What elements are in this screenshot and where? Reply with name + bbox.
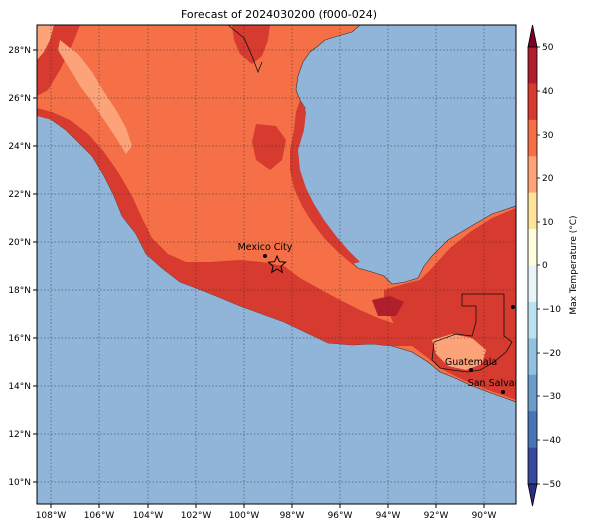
colorbar	[527, 24, 540, 507]
x-tick-label: 96°W	[328, 511, 353, 521]
hot-zone-gulf-coast	[290, 100, 360, 264]
y-tick-label: 12°N	[8, 430, 31, 440]
city-label-guatemala: Guatemala	[445, 357, 497, 368]
x-tick-label: 92°W	[424, 511, 449, 521]
cool-zone-guatemala-highlands	[432, 334, 486, 370]
x-axis-labels: 108°W 106°W 104°W 102°W 100°W 98°W 96°W …	[36, 511, 497, 521]
us-mexico-border	[227, 25, 263, 74]
y-tick-label: 24°N	[8, 142, 31, 152]
city-dot-edge	[511, 305, 515, 309]
y-tick-label: 26°N	[8, 94, 31, 104]
y-tick-label: 14°N	[8, 382, 31, 392]
colorbar-band	[528, 119, 537, 157]
colorbar-extend-min	[527, 483, 538, 507]
hot-zone-central-patch	[252, 124, 286, 170]
colorbar-band	[528, 156, 537, 193]
cool-zone-sierra-madre	[58, 40, 132, 154]
city-label-mexico-city: Mexico City	[238, 242, 293, 253]
x-tick-label: 102°W	[181, 511, 212, 521]
y-tick-label: 20°N	[8, 238, 31, 248]
x-tick-label: 94°W	[376, 511, 401, 521]
hot-zone-northeast	[232, 25, 270, 64]
colorbar-tick-label: 40	[542, 87, 554, 97]
colorbar-band	[528, 83, 537, 121]
map-frame	[36, 24, 517, 505]
colorbar-tick-label: −20	[542, 349, 561, 359]
map-panel: Mexico City Guatemala San Salvador	[37, 25, 531, 504]
map-gridlines	[37, 25, 516, 504]
colorbar-band	[528, 301, 537, 339]
hot-zone-pacific-coast	[37, 108, 436, 346]
x-tick-label: 90°W	[472, 511, 497, 521]
colorbar-tick-label: 0	[542, 261, 548, 271]
x-tick-label: 100°W	[229, 511, 260, 521]
colorbar-band	[528, 229, 537, 266]
colorbar-tick-label: −30	[542, 392, 561, 402]
city-label-san-salvador: San Salvador	[468, 378, 531, 389]
y-tick-label: 28°N	[8, 46, 31, 56]
colorbar-ticks: 50 40 30 20 10 0 −10 −20 −30 −40 −50	[542, 43, 561, 490]
colorbar-tick-label: −40	[542, 436, 561, 446]
x-tick-label: 104°W	[133, 511, 164, 521]
colorbar-tick-label: −50	[542, 480, 561, 490]
colorbar-tick-label: 30	[542, 131, 554, 141]
colorbar-band	[528, 192, 537, 230]
colorbar-band	[528, 338, 537, 376]
star-marker-icon	[267, 254, 287, 274]
colorbar-extend-max	[527, 24, 538, 48]
y-tick-label: 10°N	[8, 478, 31, 488]
guatemala-border	[431, 293, 513, 373]
colorbar-band	[528, 374, 537, 412]
axis-ticks	[33, 49, 485, 508]
city-dot-guatemala	[469, 368, 473, 372]
colorbar-frame	[527, 46, 538, 485]
x-tick-label: 106°W	[84, 511, 115, 521]
colorbar-band	[528, 265, 537, 303]
city-dot-mexico-city	[263, 254, 267, 258]
city-dot-san-salvador	[501, 390, 505, 394]
colorbar-band	[528, 447, 537, 485]
colorbar-band	[528, 47, 537, 84]
colorbar-tick-label: 10	[542, 218, 554, 228]
colorbar-tick-label: 50	[542, 43, 554, 53]
colorbar-band	[528, 411, 537, 448]
map-title: Forecast of 2024030200 (f000-024)	[181, 8, 377, 21]
x-tick-label: 98°W	[280, 511, 305, 521]
x-tick-label: 108°W	[36, 511, 67, 521]
y-tick-label: 16°N	[8, 334, 31, 344]
colorbar-label: Max Temperature (°C)	[569, 215, 579, 314]
colorbar-tick-label: −10	[542, 305, 561, 315]
y-tick-label: 18°N	[8, 286, 31, 296]
cool-zone-baja	[37, 25, 54, 60]
colorbar-tick-label: 20	[542, 174, 554, 184]
y-tick-label: 22°N	[8, 190, 31, 200]
y-axis-labels: 10°N 12°N 14°N 16°N 18°N 20°N 22°N 24°N …	[8, 46, 31, 488]
